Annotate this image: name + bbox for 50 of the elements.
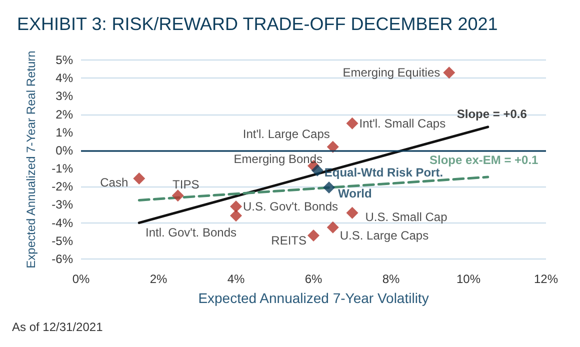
point (443, 66, 456, 79)
y-tick-label: -1% (52, 162, 74, 176)
y-tick-label: -5% (52, 234, 74, 248)
annotation: U.S. Small Cap (365, 210, 448, 224)
y-tick-label: -3% (52, 198, 74, 212)
x-tick-label: 0% (72, 272, 90, 286)
annotation: U.S. Large Caps (340, 228, 429, 242)
y-tick-label: -6% (52, 252, 74, 266)
point (230, 210, 242, 222)
point (133, 172, 146, 184)
y-tick-label: 2% (56, 107, 74, 122)
annotation: REITS (271, 233, 306, 248)
y-tick-label: 4% (56, 71, 74, 86)
y-tick-label: -4% (52, 216, 74, 230)
annotation: Cash (100, 175, 128, 190)
annotation: Intl. Gov't. Bonds (145, 226, 237, 240)
x-axis-title: Expected Annualized 7-Year Volatility (198, 290, 429, 306)
x-tick-label: 8% (382, 272, 400, 286)
point (323, 182, 335, 194)
annotation: Slope ex-EM = +0.1 (430, 153, 539, 168)
annotation: World (338, 186, 372, 201)
x-tick-label: 10% (456, 272, 481, 286)
y-tick-label: 1% (56, 125, 74, 140)
annotation: Int'l. Large Caps (242, 126, 330, 141)
annotation: Equal-Wtd Risk Port. (324, 165, 444, 180)
x-tick-label: 12% (534, 272, 558, 286)
y-axis-title: Expected Annualized 7-Year Real Return (24, 50, 38, 268)
y-tick-label: 0% (56, 143, 74, 158)
point (311, 164, 324, 176)
point (230, 200, 242, 213)
annotation: Slope = +0.6 (456, 106, 528, 121)
chart-title: EXHIBIT 3: RISK/REWARD TRADE-OFF DECEMBER 2021 (17, 14, 498, 34)
y-tick-label: -2% (52, 180, 74, 194)
annotation: TIPS (172, 178, 200, 192)
annotation: Emerging Equities (342, 66, 440, 80)
x-tick-label: 6% (304, 272, 322, 286)
y-tick-label: 5% (56, 53, 74, 67)
annotation: Int'l. Small Caps (359, 116, 446, 130)
y-tick-label: 3% (56, 89, 74, 104)
x-tick-label: 2% (150, 272, 168, 286)
annotation: Emerging Bonds (234, 152, 322, 166)
point (326, 221, 339, 234)
point (172, 190, 184, 202)
x-tick-label: 4% (227, 272, 245, 286)
annotation: U.S. Gov't. Bonds (243, 200, 338, 214)
text: As of 12/31/2021 (12, 320, 104, 334)
point (346, 117, 358, 130)
point (308, 229, 320, 242)
point (346, 206, 358, 219)
point (326, 140, 339, 153)
